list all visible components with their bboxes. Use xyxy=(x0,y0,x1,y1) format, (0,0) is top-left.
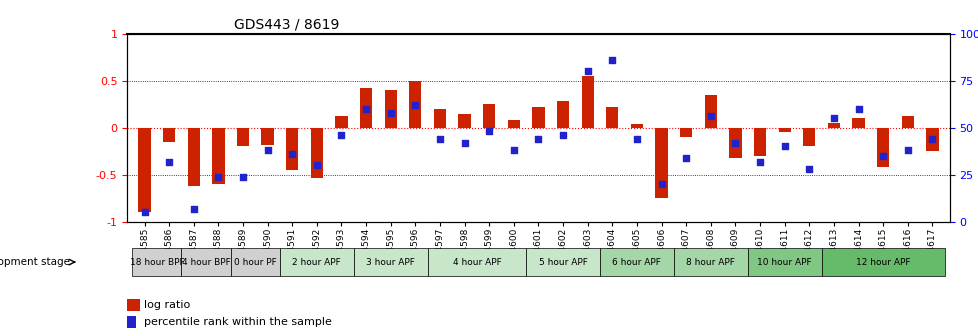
Point xyxy=(407,102,422,108)
Point xyxy=(825,116,841,121)
Point xyxy=(358,106,374,112)
FancyBboxPatch shape xyxy=(132,249,181,276)
FancyBboxPatch shape xyxy=(231,249,280,276)
Bar xyxy=(162,128,175,142)
Point xyxy=(923,136,939,142)
Point xyxy=(259,148,275,153)
Point xyxy=(603,57,619,62)
Point xyxy=(333,132,349,138)
Bar xyxy=(482,104,495,128)
Point xyxy=(850,106,866,112)
Bar xyxy=(127,316,136,328)
Bar xyxy=(753,128,766,156)
Bar xyxy=(286,128,298,170)
Point xyxy=(457,140,472,145)
Bar xyxy=(188,128,200,186)
Bar xyxy=(310,128,323,177)
Text: GDS443 / 8619: GDS443 / 8619 xyxy=(234,17,339,31)
Bar xyxy=(827,123,839,128)
FancyBboxPatch shape xyxy=(600,249,673,276)
Point xyxy=(653,181,669,187)
Point xyxy=(431,136,447,142)
Point xyxy=(751,159,767,164)
Bar xyxy=(556,101,568,128)
Bar xyxy=(654,128,667,198)
Text: percentile rank within the sample: percentile rank within the sample xyxy=(145,317,332,327)
Point xyxy=(530,136,546,142)
Bar xyxy=(852,118,864,128)
Bar xyxy=(127,299,139,311)
Point xyxy=(874,153,890,159)
Bar xyxy=(433,109,446,128)
Point xyxy=(481,129,497,134)
FancyBboxPatch shape xyxy=(181,249,231,276)
Text: 2 hour APF: 2 hour APF xyxy=(292,258,341,266)
Bar xyxy=(581,76,594,128)
Text: 4 hour APF: 4 hour APF xyxy=(452,258,501,266)
Bar xyxy=(532,107,544,128)
Text: 6 hour APF: 6 hour APF xyxy=(612,258,661,266)
Bar xyxy=(876,128,888,167)
Bar xyxy=(605,107,618,128)
Point xyxy=(506,148,521,153)
FancyBboxPatch shape xyxy=(747,249,821,276)
Bar xyxy=(630,124,643,128)
Text: 10 hour APF: 10 hour APF xyxy=(757,258,811,266)
Point xyxy=(702,114,718,119)
Point xyxy=(235,174,250,179)
FancyBboxPatch shape xyxy=(427,249,525,276)
Bar xyxy=(729,128,740,158)
Bar xyxy=(212,128,224,184)
Point xyxy=(727,140,742,145)
Bar xyxy=(335,116,347,128)
Text: log ratio: log ratio xyxy=(145,300,191,310)
Point xyxy=(629,136,645,142)
Text: 0 hour PF: 0 hour PF xyxy=(234,258,277,266)
Text: development stage: development stage xyxy=(0,257,70,267)
Point xyxy=(801,166,817,172)
Text: 3 hour APF: 3 hour APF xyxy=(366,258,415,266)
Point xyxy=(678,155,693,161)
FancyBboxPatch shape xyxy=(280,249,353,276)
Point xyxy=(899,148,914,153)
Point xyxy=(579,69,595,74)
Bar xyxy=(680,128,691,137)
Bar xyxy=(925,128,938,151)
Point xyxy=(186,206,201,211)
Bar xyxy=(901,116,913,128)
Point xyxy=(555,132,570,138)
Bar xyxy=(138,128,151,212)
Bar xyxy=(778,128,790,132)
FancyBboxPatch shape xyxy=(673,249,747,276)
Point xyxy=(285,151,300,157)
Text: 4 hour BPF: 4 hour BPF xyxy=(182,258,230,266)
Bar xyxy=(384,90,396,128)
Point xyxy=(309,163,325,168)
Point xyxy=(210,174,226,179)
Point xyxy=(137,210,153,215)
Bar xyxy=(261,128,274,144)
Point xyxy=(382,110,398,115)
Text: 8 hour APF: 8 hour APF xyxy=(686,258,734,266)
Text: 5 hour APF: 5 hour APF xyxy=(538,258,587,266)
Bar xyxy=(802,128,815,146)
Point xyxy=(161,159,177,164)
Bar xyxy=(360,88,372,128)
Text: 12 hour APF: 12 hour APF xyxy=(855,258,910,266)
Bar xyxy=(704,95,716,128)
Bar xyxy=(508,120,519,128)
FancyBboxPatch shape xyxy=(353,249,427,276)
FancyBboxPatch shape xyxy=(525,249,600,276)
Bar xyxy=(458,114,470,128)
FancyBboxPatch shape xyxy=(821,249,944,276)
Bar xyxy=(409,81,422,128)
Text: 18 hour BPF: 18 hour BPF xyxy=(129,258,184,266)
Bar xyxy=(237,128,248,146)
Point xyxy=(776,144,791,149)
